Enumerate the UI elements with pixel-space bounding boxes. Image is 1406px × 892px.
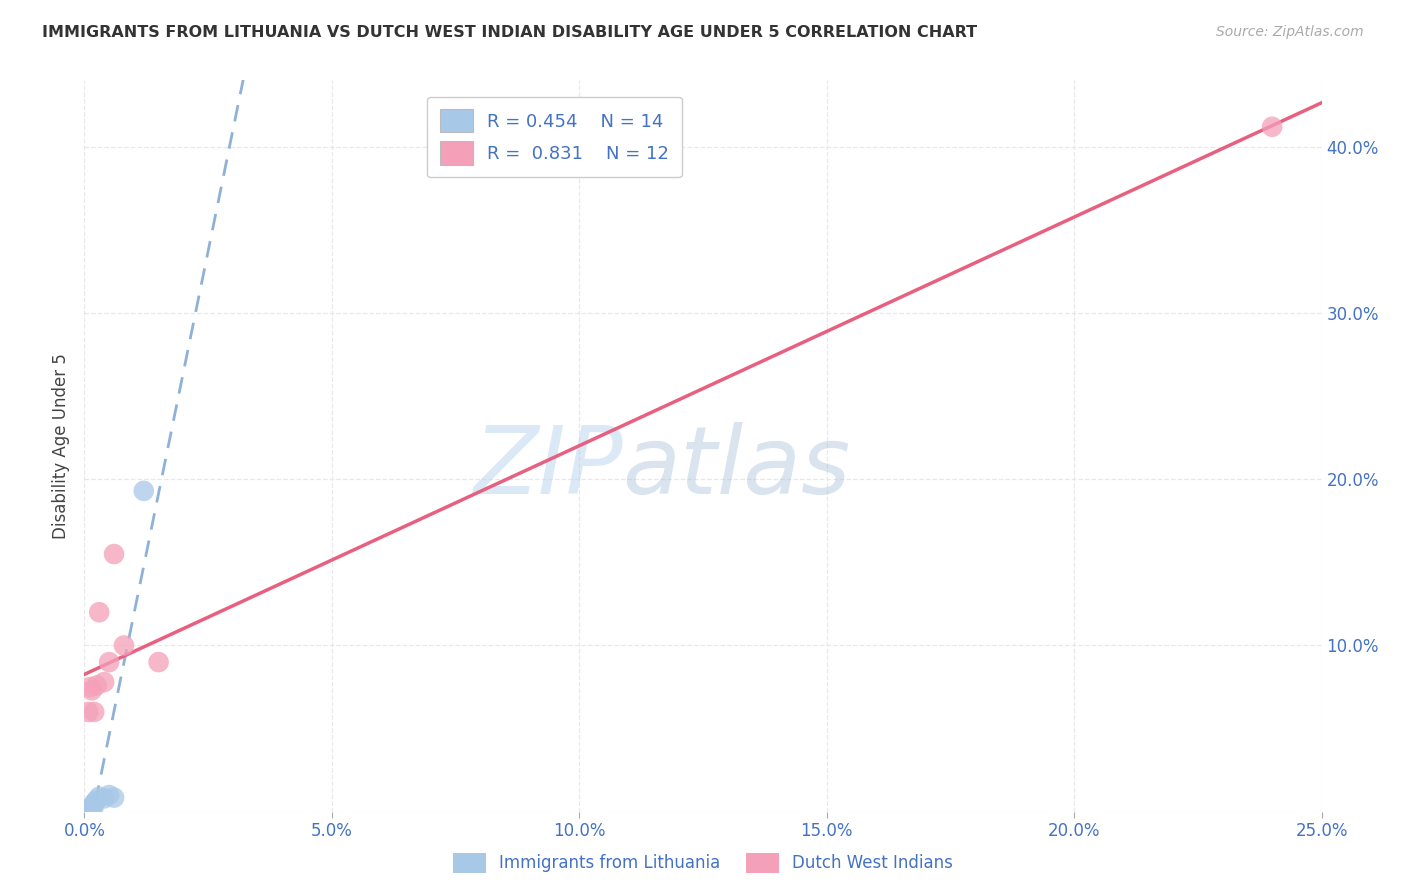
Point — [77, 802, 100, 816]
Legend: Immigrants from Lithuania, Dutch West Indians: Immigrants from Lithuania, Dutch West In… — [446, 847, 960, 880]
Point — [93, 675, 115, 690]
Point — [79, 680, 101, 694]
Y-axis label: Disability Age Under 5: Disability Age Under 5 — [52, 353, 70, 539]
Point — [82, 801, 104, 815]
Point — [86, 678, 108, 692]
Point — [132, 483, 155, 498]
Point — [80, 683, 103, 698]
Text: Source: ZipAtlas.com: Source: ZipAtlas.com — [1216, 25, 1364, 39]
Point — [93, 791, 115, 805]
Point — [79, 801, 101, 815]
Point — [89, 605, 111, 619]
Point — [77, 705, 100, 719]
Text: IMMIGRANTS FROM LITHUANIA VS DUTCH WEST INDIAN DISABILITY AGE UNDER 5 CORRELATIO: IMMIGRANTS FROM LITHUANIA VS DUTCH WEST … — [42, 25, 977, 40]
Point — [103, 790, 125, 805]
Point — [148, 655, 170, 669]
Point — [112, 639, 135, 653]
Point — [80, 799, 103, 814]
Point — [84, 795, 107, 809]
Point — [79, 800, 101, 814]
Text: ZIP: ZIP — [472, 423, 623, 514]
Point — [83, 705, 105, 719]
Legend: R = 0.454    N = 14, R =  0.831    N = 12: R = 0.454 N = 14, R = 0.831 N = 12 — [427, 96, 682, 178]
Point — [98, 655, 121, 669]
Point — [83, 797, 105, 811]
Point — [103, 547, 125, 561]
Point — [76, 803, 98, 817]
Point — [89, 789, 111, 804]
Point — [98, 788, 121, 802]
Text: atlas: atlas — [623, 423, 851, 514]
Point — [86, 793, 108, 807]
Point — [1261, 120, 1284, 134]
